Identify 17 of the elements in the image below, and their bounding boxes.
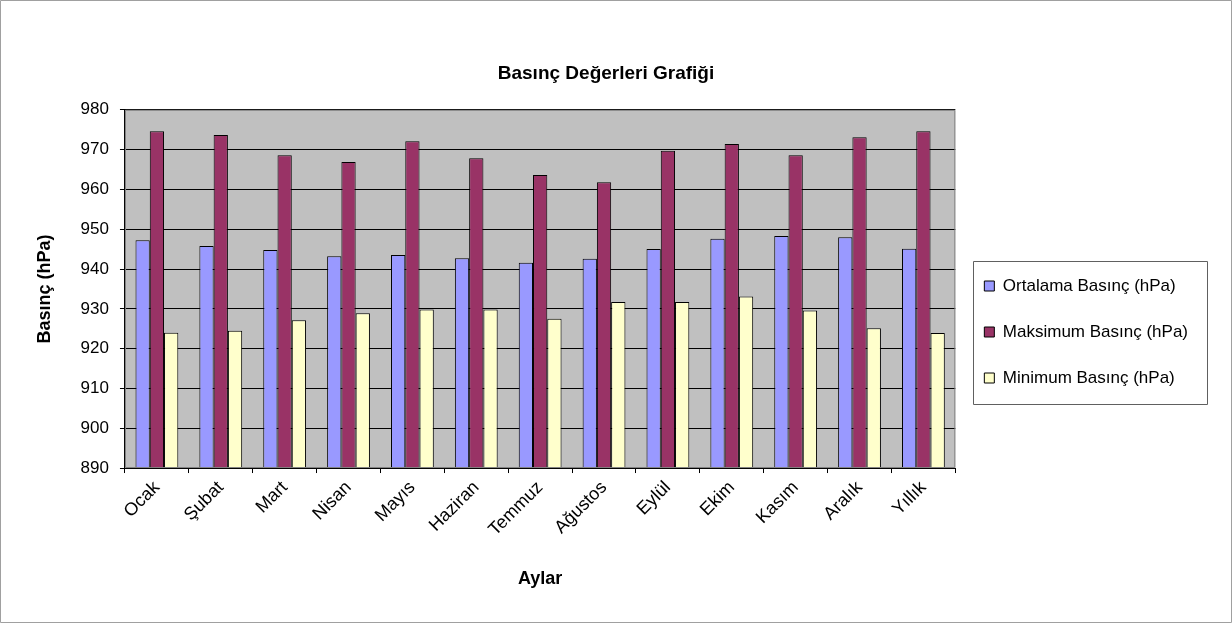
y-tick-label: 920 — [80, 338, 109, 358]
y-tick-label: 890 — [80, 457, 109, 477]
x-tick-label: Yıllık — [888, 476, 931, 519]
y-tick-label: 930 — [80, 298, 109, 318]
y-tick-label: 970 — [80, 139, 109, 159]
chart-title: Basınç Değerleri Grafiği — [497, 61, 715, 83]
x-axis-title: Aylar — [517, 568, 563, 589]
legend-label: Minimum Basınç (hPa) — [1002, 367, 1175, 387]
legend-label: Ortalama Basınç (hPa) — [1002, 275, 1176, 295]
y-axis-title: Basınç (hPa) — [33, 234, 54, 344]
y-tick-label: 910 — [80, 378, 109, 398]
legend-label: Maksimum Basınç (hPa) — [1002, 321, 1189, 341]
y-tick-label: 980 — [80, 99, 109, 119]
y-tick-label: 900 — [80, 417, 109, 437]
y-tick-label: 940 — [80, 258, 109, 278]
y-tick-label: 960 — [80, 179, 109, 199]
y-tick-label: 950 — [80, 218, 109, 238]
